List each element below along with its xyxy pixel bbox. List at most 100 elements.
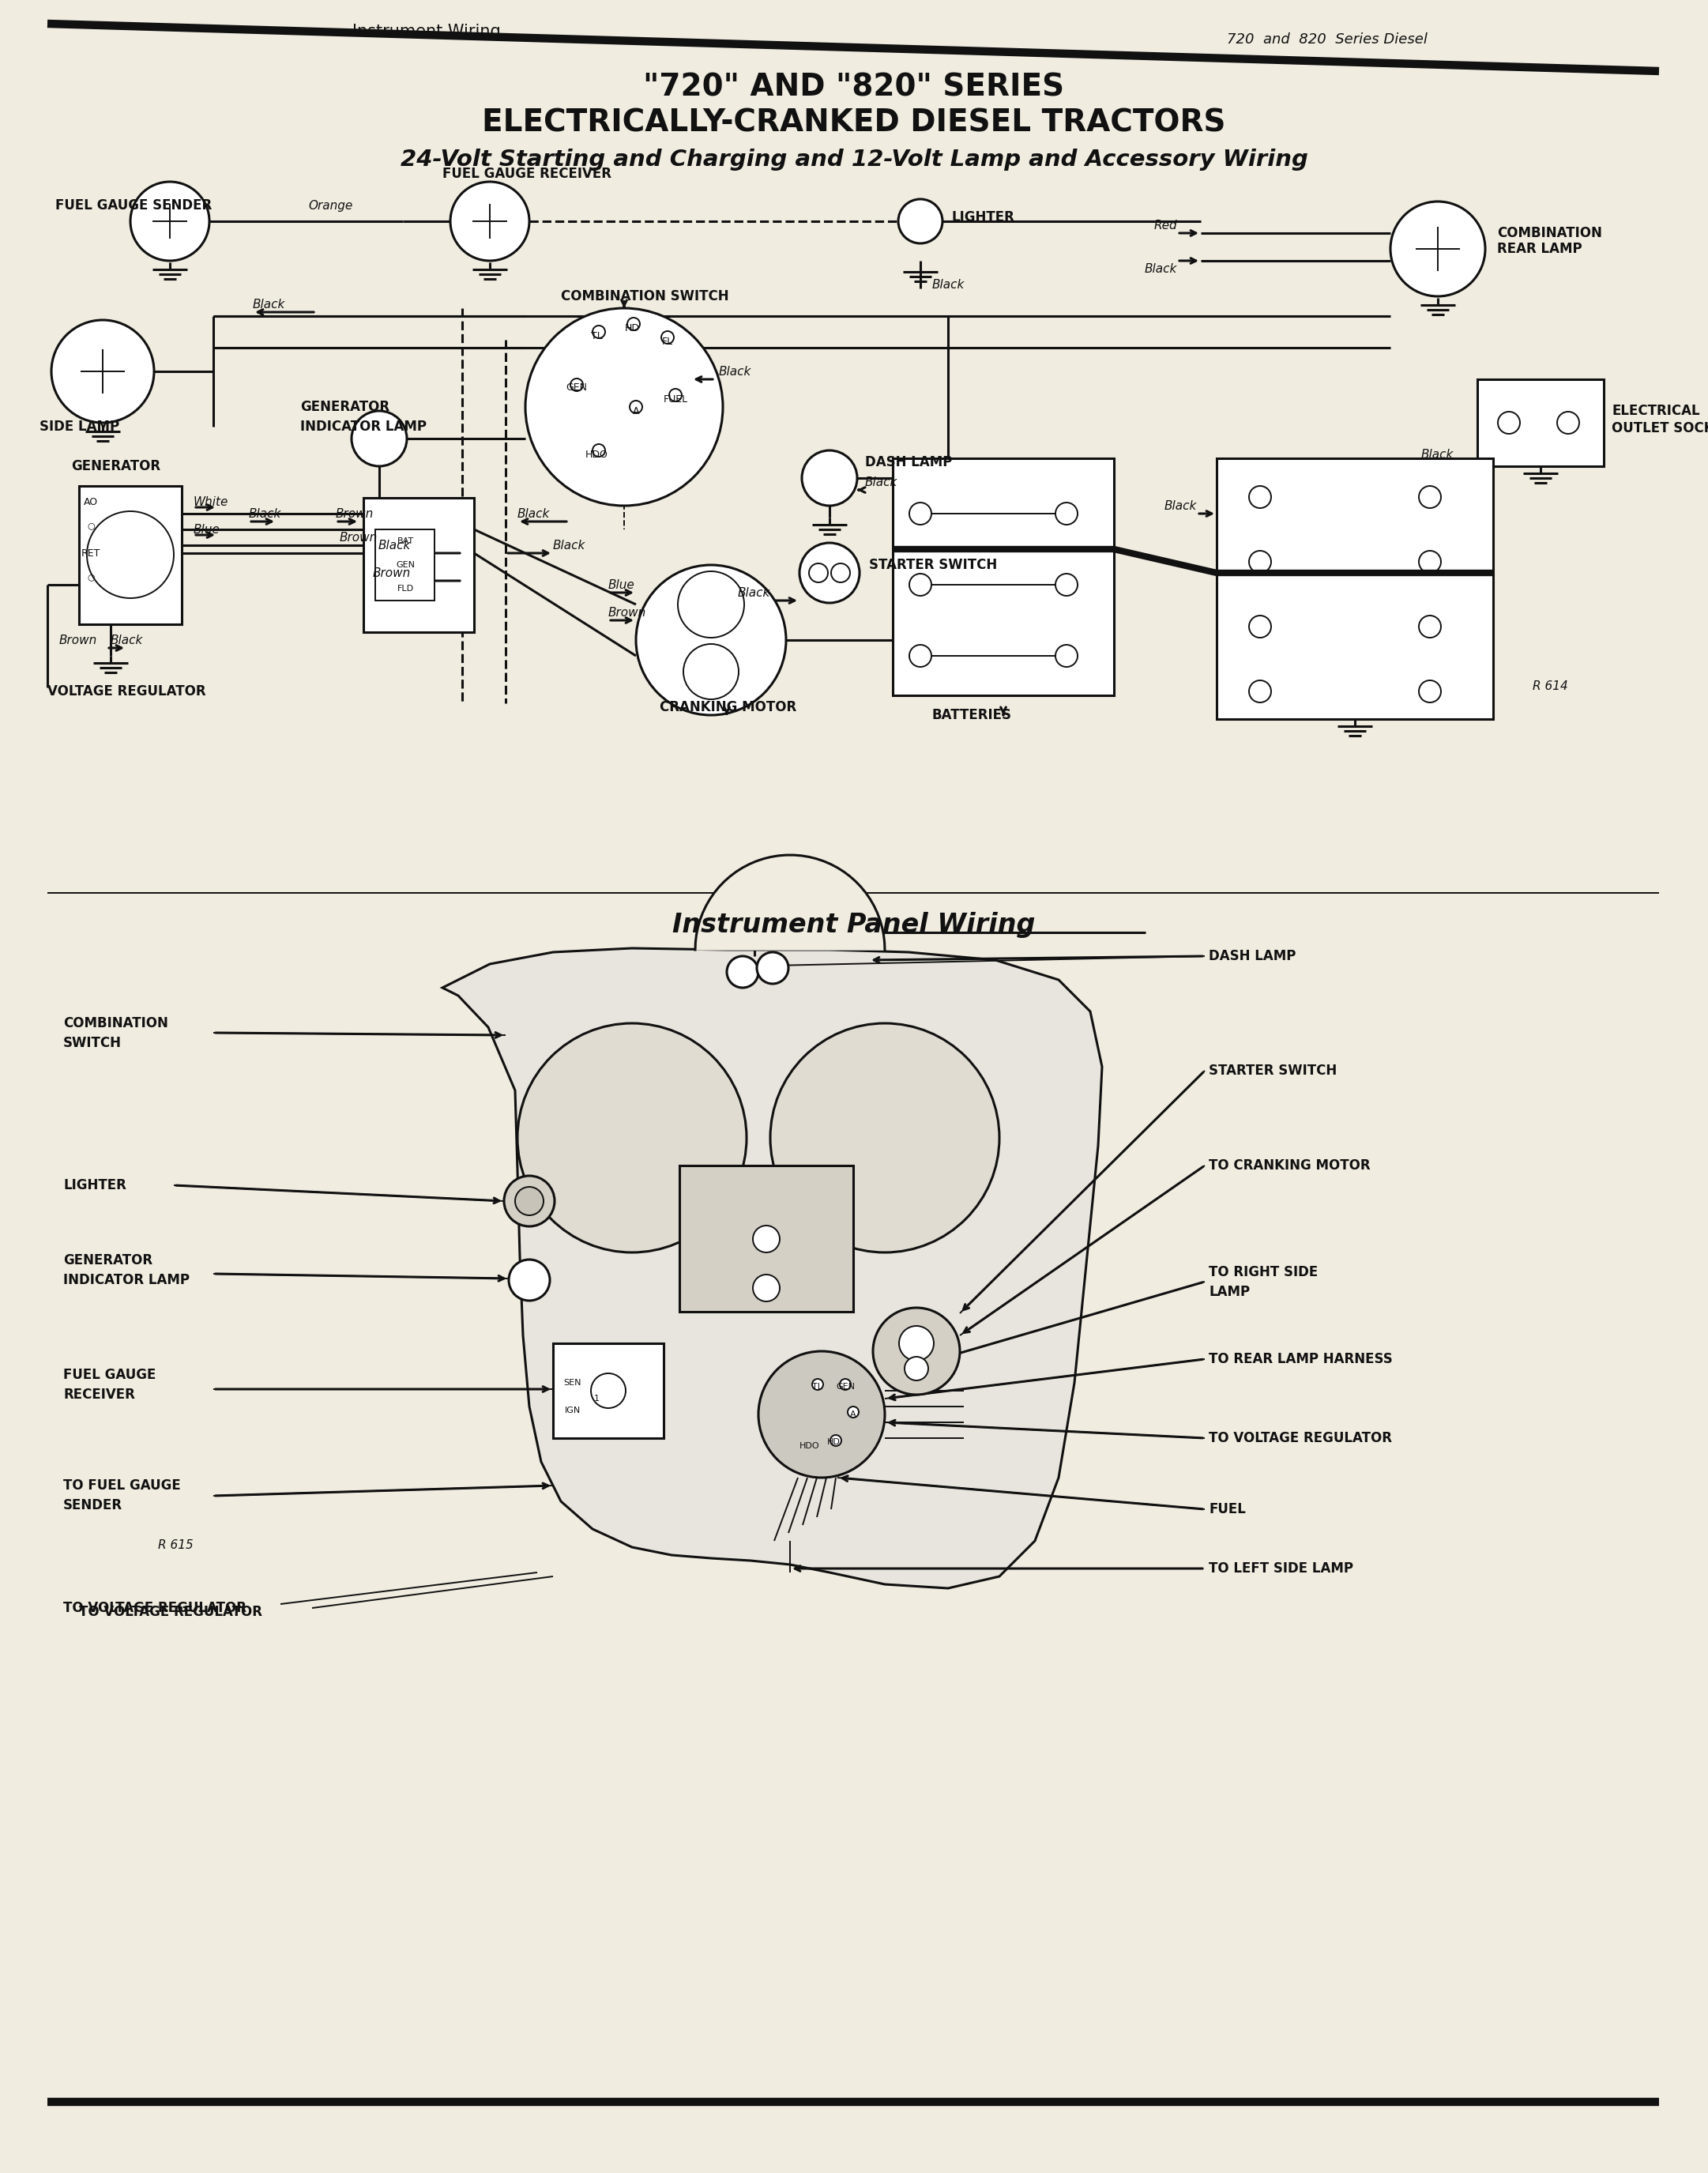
Text: Brown: Brown	[372, 567, 412, 578]
Text: ELECTRICALLY-CRANKED DIESEL TRACTORS: ELECTRICALLY-CRANKED DIESEL TRACTORS	[482, 106, 1226, 137]
Text: HD: HD	[827, 1439, 840, 1445]
Circle shape	[830, 1434, 842, 1445]
Circle shape	[1498, 411, 1520, 435]
Text: HD: HD	[625, 324, 639, 332]
Text: TO LEFT SIDE LAMP: TO LEFT SIDE LAMP	[1209, 1562, 1353, 1575]
Text: TO RIGHT SIDE: TO RIGHT SIDE	[1209, 1265, 1319, 1280]
Circle shape	[570, 378, 582, 391]
Circle shape	[635, 565, 786, 715]
Polygon shape	[442, 947, 1102, 1588]
Text: REAR LAMP: REAR LAMP	[1498, 241, 1582, 256]
Circle shape	[683, 643, 738, 700]
Text: Brown: Brown	[336, 508, 374, 519]
Text: Black: Black	[719, 365, 752, 378]
Text: COMBINATION: COMBINATION	[63, 1017, 167, 1030]
Circle shape	[1419, 615, 1442, 637]
Circle shape	[799, 543, 859, 602]
Circle shape	[811, 1380, 823, 1391]
Text: GENERATOR: GENERATOR	[72, 459, 161, 474]
Circle shape	[905, 1356, 927, 1380]
Circle shape	[1419, 680, 1442, 702]
Circle shape	[909, 574, 931, 595]
Text: CRANKING MOTOR: CRANKING MOTOR	[659, 700, 796, 715]
Text: TO FUEL GAUGE: TO FUEL GAUGE	[63, 1478, 181, 1493]
Circle shape	[728, 956, 758, 989]
Circle shape	[1249, 680, 1271, 702]
Text: SEN: SEN	[564, 1380, 582, 1386]
Text: 1: 1	[594, 1395, 600, 1402]
Circle shape	[630, 400, 642, 413]
Text: INDICATOR LAMP: INDICATOR LAMP	[63, 1273, 190, 1286]
Bar	[553, 1343, 664, 1439]
Text: TL: TL	[813, 1382, 823, 1391]
Bar	[680, 1165, 854, 1312]
Circle shape	[451, 183, 529, 261]
Text: FUEL GAUGE: FUEL GAUGE	[63, 1367, 155, 1382]
Circle shape	[352, 411, 407, 467]
Circle shape	[1419, 550, 1442, 574]
Text: TO CRANKING MOTOR: TO CRANKING MOTOR	[1209, 1158, 1370, 1173]
Text: VOLTAGE REGULATOR: VOLTAGE REGULATOR	[48, 684, 207, 698]
Text: Black: Black	[109, 635, 143, 645]
Circle shape	[1056, 645, 1078, 667]
Text: COMBINATION: COMBINATION	[1498, 226, 1602, 241]
Circle shape	[504, 1176, 555, 1226]
Text: Black: Black	[1144, 263, 1177, 274]
Text: R 614: R 614	[1532, 680, 1568, 691]
Text: COMBINATION SWITCH: COMBINATION SWITCH	[560, 289, 729, 304]
Bar	[893, 459, 1114, 695]
Text: DASH LAMP: DASH LAMP	[1209, 950, 1296, 963]
Circle shape	[661, 330, 675, 343]
Bar	[79, 487, 181, 624]
Circle shape	[758, 1352, 885, 1478]
Circle shape	[873, 1308, 960, 1395]
Circle shape	[840, 1380, 851, 1391]
Circle shape	[1249, 615, 1271, 637]
Text: FLD: FLD	[396, 585, 413, 593]
Text: BATTERIES: BATTERIES	[933, 708, 1011, 721]
Text: HDO: HDO	[586, 450, 608, 459]
Text: STARTER SWITCH: STARTER SWITCH	[869, 558, 997, 571]
Text: Black: Black	[1421, 448, 1454, 461]
Text: RET: RET	[82, 548, 101, 558]
Text: SWITCH: SWITCH	[63, 1037, 121, 1050]
Text: RECEIVER: RECEIVER	[63, 1389, 135, 1402]
Text: TO VOLTAGE REGULATOR: TO VOLTAGE REGULATOR	[1209, 1432, 1392, 1445]
Circle shape	[898, 200, 943, 243]
Bar	[376, 530, 434, 600]
Text: FUEL: FUEL	[1209, 1502, 1245, 1517]
Text: HDO: HDO	[799, 1443, 820, 1449]
Circle shape	[518, 1023, 746, 1252]
Text: Brown: Brown	[340, 532, 377, 543]
Text: FUEL GAUGE RECEIVER: FUEL GAUGE RECEIVER	[442, 167, 611, 180]
Circle shape	[810, 563, 828, 582]
Text: Black: Black	[249, 508, 282, 519]
Circle shape	[591, 1373, 625, 1408]
Text: Black: Black	[738, 587, 770, 598]
Circle shape	[753, 1276, 781, 1302]
Circle shape	[516, 1186, 543, 1215]
Circle shape	[801, 450, 857, 506]
Text: 720  and  820  Series Diesel: 720 and 820 Series Diesel	[1226, 33, 1428, 46]
Circle shape	[526, 309, 722, 506]
Text: ELECTRICAL: ELECTRICAL	[1612, 404, 1699, 417]
Text: Black: Black	[1165, 500, 1197, 511]
Text: Instrument Panel Wiring: Instrument Panel Wiring	[673, 910, 1035, 937]
Circle shape	[1419, 487, 1442, 508]
Circle shape	[509, 1260, 550, 1302]
Text: GEN: GEN	[835, 1382, 854, 1391]
Text: A: A	[632, 406, 639, 415]
Text: Red: Red	[1153, 219, 1177, 230]
Text: Brown: Brown	[608, 606, 646, 619]
Text: INDICATOR LAMP: INDICATOR LAMP	[301, 419, 427, 435]
Text: R 615: R 615	[159, 1538, 193, 1552]
Text: FL: FL	[663, 337, 673, 346]
Circle shape	[909, 645, 931, 667]
Text: Black: Black	[377, 539, 412, 552]
Text: A: A	[851, 1410, 856, 1419]
Text: TO REAR LAMP HARNESS: TO REAR LAMP HARNESS	[1209, 1352, 1392, 1367]
Text: BAT: BAT	[396, 537, 413, 545]
Circle shape	[627, 317, 640, 330]
Circle shape	[593, 443, 605, 456]
Circle shape	[909, 502, 931, 524]
